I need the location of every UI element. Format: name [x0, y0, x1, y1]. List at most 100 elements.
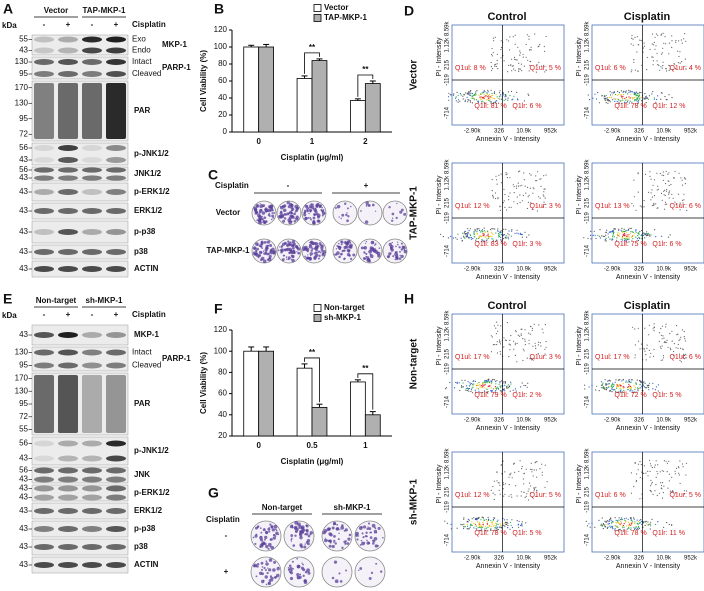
- event-dot: [515, 390, 517, 392]
- event-dot: [526, 386, 528, 388]
- event-dot: [463, 94, 466, 96]
- event-dot: [486, 380, 488, 383]
- y-tick-label: 215: [585, 486, 591, 497]
- event-dot: [498, 339, 501, 341]
- event-dot: [521, 525, 523, 527]
- colony: [264, 569, 267, 572]
- event-dot: [683, 353, 685, 355]
- band: [106, 266, 126, 272]
- event-dot: [633, 100, 636, 102]
- event-dot: [640, 463, 642, 466]
- event-dot: [505, 95, 507, 97]
- event-dot: [504, 381, 506, 383]
- protein-label: PARP-1: [162, 63, 191, 72]
- event-dot: [545, 341, 547, 343]
- event-dot: [537, 353, 539, 355]
- event-dot: [475, 525, 477, 527]
- event-dot: [455, 381, 457, 383]
- colony: [283, 217, 287, 220]
- event-dot: [630, 387, 632, 389]
- event-dot: [619, 524, 621, 526]
- event-dot: [537, 171, 539, 173]
- event-dot: [649, 459, 651, 461]
- event-dot: [456, 527, 458, 529]
- event-dot: [609, 91, 611, 93]
- event-dot: [483, 227, 485, 229]
- legend-label: Vector: [324, 3, 348, 12]
- event-dot: [491, 383, 493, 385]
- event-dot: [498, 96, 500, 98]
- event-dot: [490, 228, 492, 231]
- event-dot: [519, 170, 521, 172]
- y-tick-label: 1.12k 8.59k: [585, 20, 591, 52]
- event-dot: [663, 42, 665, 44]
- event-dot: [635, 95, 637, 97]
- event-dot: [678, 40, 680, 42]
- colony: [364, 220, 369, 224]
- colony: [266, 244, 270, 247]
- colony: [364, 534, 368, 538]
- y-tick-label: -119: [585, 74, 591, 86]
- event-dot: [488, 237, 490, 239]
- colony: [341, 213, 345, 217]
- event-dot: [646, 344, 648, 346]
- event-dot: [602, 382, 604, 384]
- event-dot: [634, 69, 637, 71]
- event-dot: [490, 529, 492, 531]
- colony: [262, 205, 264, 208]
- event-dot: [496, 471, 498, 474]
- event-dot: [458, 382, 460, 384]
- colony: [315, 203, 319, 208]
- event-dot: [500, 386, 502, 389]
- kda-marker: 130: [15, 348, 29, 357]
- colony: [336, 524, 339, 526]
- event-dot: [492, 238, 494, 240]
- colony: [313, 252, 316, 255]
- event-dot: [618, 101, 620, 103]
- event-dot: [511, 526, 513, 529]
- event-dot: [492, 492, 494, 494]
- event-dot: [520, 333, 522, 335]
- event-dot: [521, 236, 524, 238]
- kda-marker: 43: [19, 542, 28, 551]
- event-dot: [668, 69, 670, 72]
- event-dot: [545, 174, 547, 176]
- event-dot: [484, 379, 486, 382]
- event-dot: [519, 202, 521, 204]
- event-dot: [536, 476, 538, 478]
- event-dot: [638, 236, 640, 238]
- event-dot: [630, 527, 632, 529]
- event-dot: [667, 236, 670, 238]
- event-dot: [478, 237, 480, 239]
- kda-marker: 55: [19, 35, 28, 44]
- event-dot: [482, 523, 484, 526]
- row-header: Vector: [409, 60, 420, 91]
- event-dot: [623, 526, 625, 528]
- event-dot: [655, 203, 657, 205]
- event-dot: [468, 236, 470, 238]
- event-dot: [493, 325, 495, 327]
- colony: [302, 246, 307, 251]
- event-dot: [523, 483, 525, 485]
- event-dot: [630, 231, 632, 233]
- colony: [265, 252, 268, 255]
- event-dot: [485, 95, 487, 97]
- colony: [307, 217, 310, 219]
- event-dot: [499, 353, 502, 355]
- event-dot: [473, 517, 475, 519]
- colony: [318, 205, 322, 209]
- event-dot: [605, 98, 607, 100]
- event-dot: [661, 359, 664, 361]
- event-dot: [463, 236, 465, 238]
- event-dot: [467, 388, 470, 390]
- event-dot: [612, 383, 614, 386]
- event-dot: [647, 386, 649, 388]
- colony: [299, 532, 301, 535]
- event-dot: [630, 388, 632, 390]
- band: [34, 455, 54, 462]
- event-dot: [471, 383, 473, 385]
- event-dot: [479, 231, 481, 233]
- event-dot: [644, 173, 647, 175]
- kda-marker: 43: [19, 330, 28, 339]
- event-dot: [463, 526, 465, 528]
